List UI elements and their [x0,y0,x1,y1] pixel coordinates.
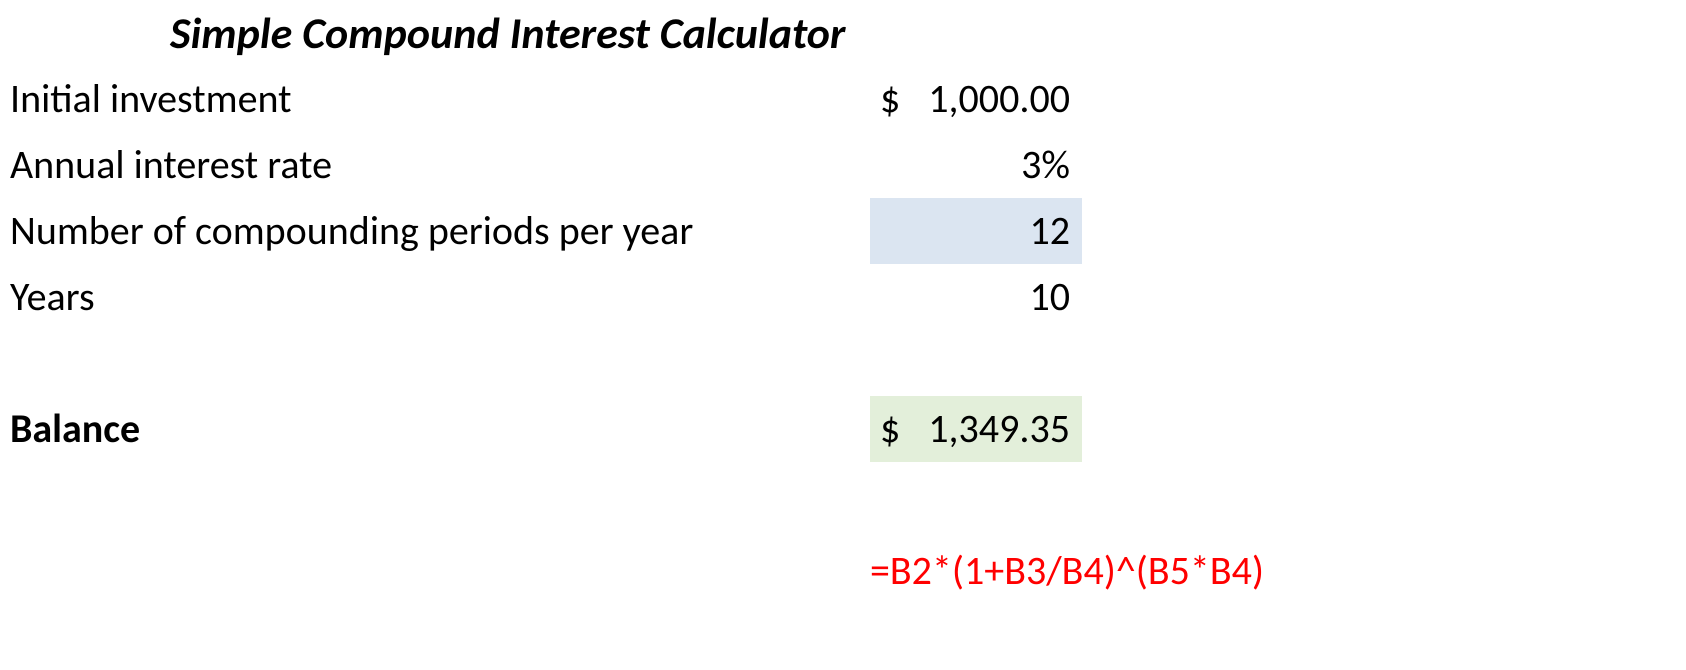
row-balance: Balance $ 1,349.35 [0,396,1686,462]
empty-cell [870,330,1082,396]
row-years: Years 10 [0,264,1686,330]
value-interest-rate: 3% [1021,145,1070,185]
page-title: Simple Compound Interest Calculator [0,6,1230,60]
title-row: Simple Compound Interest Calculator [0,0,1686,66]
label-initial-investment: Initial investment [0,79,870,119]
formula-text: =B2*(1+B3/B4)^(B5*B4) [870,546,1264,595]
cell-initial-investment[interactable]: $ 1,000.00 [870,66,1082,132]
label-balance: Balance [0,409,870,449]
row-interest-rate: Annual interest rate 3% [0,132,1686,198]
row-periods: Number of compounding periods per year 1… [0,198,1686,264]
value-periods: 12 [1029,211,1070,251]
spacer-row [0,330,1686,396]
label-periods: Number of compounding periods per year [0,211,870,251]
value-years: 10 [1029,277,1070,317]
cell-balance[interactable]: $ 1,349.35 [870,396,1082,462]
spreadsheet-area: Simple Compound Interest Calculator Init… [0,0,1686,670]
value-initial-investment: 1,000.00 [928,79,1070,119]
cell-periods[interactable]: 12 [870,198,1082,264]
currency-symbol: $ [870,79,900,119]
row-initial-investment: Initial investment $ 1,000.00 [0,66,1686,132]
currency-symbol: $ [870,409,900,449]
cell-years[interactable]: 10 [870,264,1082,330]
label-years: Years [0,277,870,317]
value-balance: 1,349.35 [928,409,1070,449]
cell-interest-rate[interactable]: 3% [870,132,1082,198]
label-interest-rate: Annual interest rate [0,145,870,185]
